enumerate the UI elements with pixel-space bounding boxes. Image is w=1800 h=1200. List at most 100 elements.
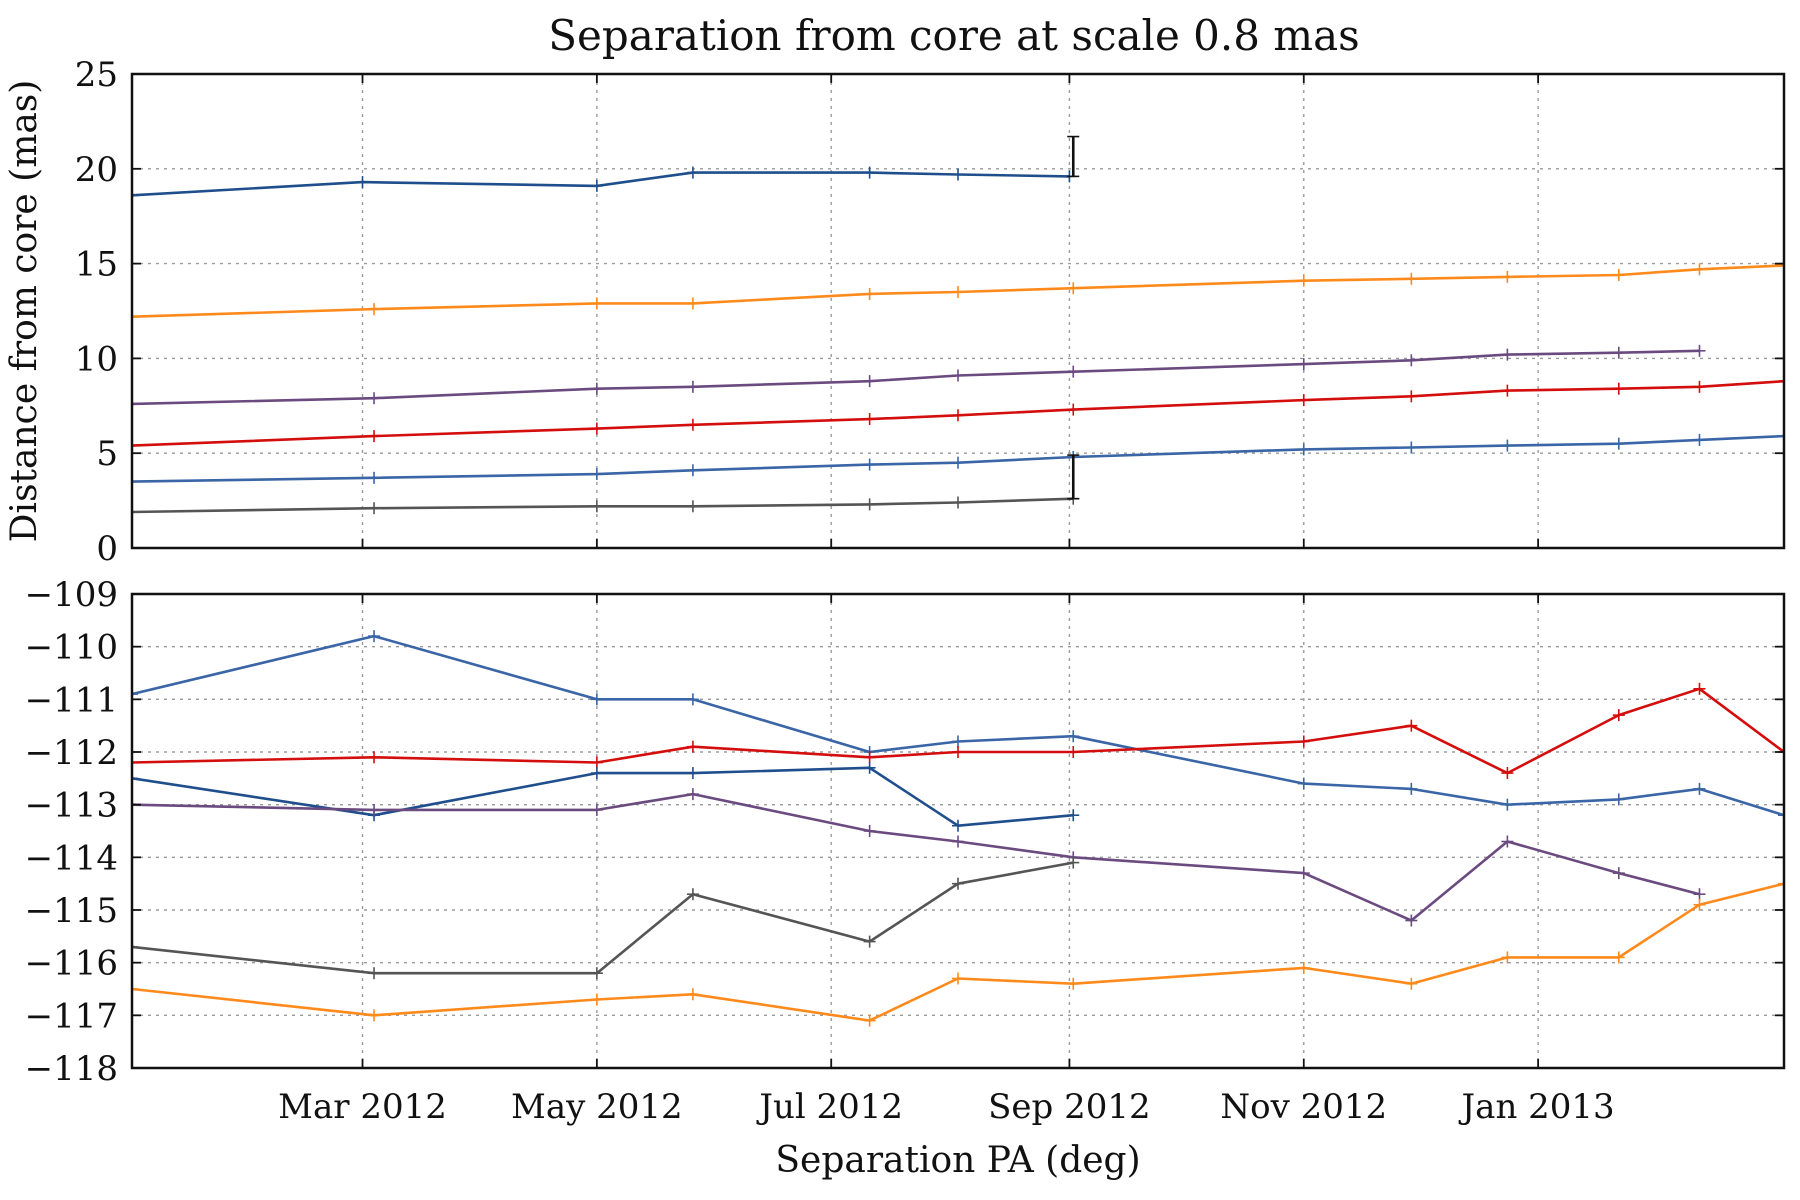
data-point — [1297, 358, 1310, 371]
data-point — [686, 418, 699, 431]
data-point — [1405, 390, 1418, 403]
data-point — [1405, 914, 1418, 927]
y-tick-label: −118 — [25, 1049, 118, 1089]
data-point — [1405, 782, 1418, 795]
data-point — [1405, 719, 1418, 732]
data-point — [1297, 961, 1310, 974]
data-point — [1067, 977, 1080, 990]
data-point — [863, 825, 876, 837]
y-tick-label: −113 — [25, 786, 118, 826]
data-point — [952, 972, 964, 985]
data-point — [132, 983, 138, 995]
data-point — [368, 803, 381, 816]
data-point — [863, 413, 876, 426]
y-tick-label: 15 — [75, 245, 118, 285]
data-point — [686, 988, 699, 1001]
data-point — [686, 464, 699, 477]
data-point — [952, 835, 964, 848]
y-axis-label: Distance from core (mas) — [4, 80, 45, 543]
data-point — [1501, 270, 1514, 283]
data-point — [1405, 354, 1418, 367]
data-point — [356, 176, 369, 189]
data-point — [686, 297, 699, 310]
data-point — [132, 772, 138, 785]
y-tick-label: 25 — [75, 55, 118, 95]
data-point — [590, 993, 603, 1006]
data-point — [1612, 951, 1625, 964]
data-point — [1067, 746, 1080, 758]
data-point — [1612, 709, 1625, 722]
data-point — [1693, 380, 1706, 393]
y-tick-label: −115 — [25, 891, 118, 931]
data-point — [863, 1014, 876, 1027]
series-line-5 — [132, 882, 1784, 1022]
data-point — [952, 746, 964, 758]
x-tick-label: May 2012 — [511, 1087, 683, 1127]
data-point — [1693, 344, 1706, 357]
series-line-4 — [132, 861, 1074, 975]
axes-frame — [130, 72, 1786, 550]
data-point — [952, 286, 964, 299]
y-tick-label: −117 — [25, 996, 118, 1036]
data-point — [686, 380, 699, 393]
x-tick-label: Mar 2012 — [278, 1087, 447, 1127]
data-point — [590, 967, 603, 980]
data-point — [590, 756, 603, 769]
data-point — [1612, 867, 1625, 880]
panel-top: 0 5 10 15 20 25 Distance from core (mas) — [4, 55, 1786, 569]
data-point — [1612, 268, 1625, 281]
x-tick-label: Jul 2012 — [756, 1087, 903, 1127]
data-point — [952, 456, 964, 469]
data-point — [1297, 274, 1310, 287]
error-bar — [1067, 454, 1080, 500]
data-point — [1405, 977, 1418, 990]
data-point — [368, 430, 381, 443]
data-point — [686, 788, 699, 801]
data-point — [132, 475, 138, 488]
data-point — [686, 693, 699, 706]
data-point — [1067, 365, 1080, 378]
data-point — [1405, 272, 1418, 285]
data-point — [1297, 394, 1310, 407]
data-point — [132, 397, 138, 410]
data-point — [368, 630, 381, 643]
y-tick-label: −111 — [25, 680, 118, 720]
x-tick-label: Nov 2012 — [1220, 1087, 1387, 1127]
data-point — [1693, 263, 1706, 276]
data-point — [952, 735, 964, 748]
data-point — [368, 967, 381, 980]
data-point — [1297, 867, 1310, 880]
y-tick-label: 10 — [75, 339, 118, 379]
data-point — [1067, 856, 1080, 869]
data-point — [952, 168, 964, 181]
data-point — [590, 803, 603, 816]
data-point — [952, 819, 964, 832]
data-point — [1501, 835, 1514, 848]
data-point — [368, 392, 381, 405]
data-point — [1693, 682, 1706, 695]
data-point — [590, 297, 603, 310]
data-point — [1778, 430, 1784, 443]
data-point — [1067, 730, 1080, 743]
data-point — [686, 888, 699, 901]
data-point — [952, 409, 964, 422]
data-point — [1067, 403, 1080, 416]
data-point — [1501, 384, 1514, 397]
series-line-0 — [132, 171, 1070, 197]
data-point — [1501, 767, 1514, 780]
data-point — [1778, 809, 1784, 822]
data-point — [590, 500, 603, 513]
data-point — [1501, 348, 1514, 361]
data-point — [1612, 346, 1625, 359]
data-point — [863, 287, 876, 300]
data-point — [132, 688, 138, 701]
data-point — [1501, 951, 1514, 964]
data-point — [952, 369, 964, 382]
data-point — [863, 458, 876, 471]
data-point — [132, 189, 138, 202]
y-tick-label: −110 — [25, 628, 118, 668]
y-tick-label: −112 — [25, 733, 118, 773]
data-point — [132, 505, 138, 518]
series-line-5 — [132, 497, 1074, 514]
